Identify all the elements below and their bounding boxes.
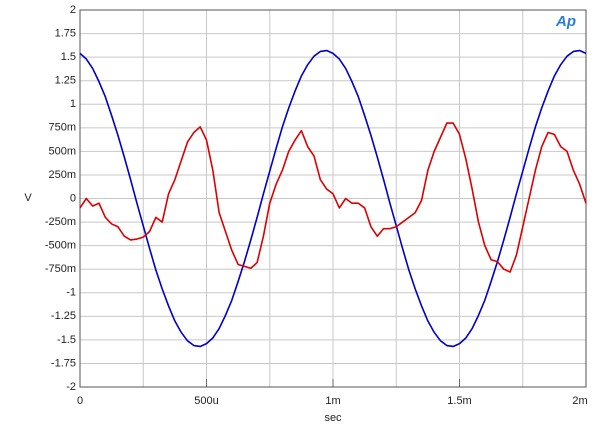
y-tick-label: -1.25 [51,310,76,322]
y-tick-label: -1.75 [51,357,76,369]
data-line [79,122,587,273]
x-tick-label: 0 [77,395,83,407]
y-tick-label: 1 [70,98,76,110]
y-tick-label: 1.5 [61,51,76,63]
y-tick-label: 250m [48,169,76,181]
x-axis-label: sec [324,412,342,424]
y-tick-label: -500m [45,240,76,252]
y-tick-label: 0 [70,192,76,204]
plot-frame [79,9,587,388]
y-tick-label: 1.25 [55,75,76,87]
y-tick-label: -750m [45,263,76,275]
x-tick-label: 2m [572,395,587,407]
y-tick-label: -1.5 [57,334,76,346]
x-tick-label: 500u [194,395,218,407]
y-tick-label: -250m [45,216,76,228]
y-axis-label: V [24,192,32,204]
y-tick-label: 1.75 [55,27,76,39]
x-tick-label: 1m [325,395,340,407]
y-tick-label: 500m [48,145,76,157]
data-line [79,49,587,348]
logo: Ap [555,13,576,30]
y-tick-label: 750m [48,122,76,134]
y-tick-label: -2 [66,381,76,393]
x-tick-label: 1.5m [447,395,471,407]
y-tick-label: -1 [66,287,76,299]
y-tick-label: 2 [70,4,76,16]
